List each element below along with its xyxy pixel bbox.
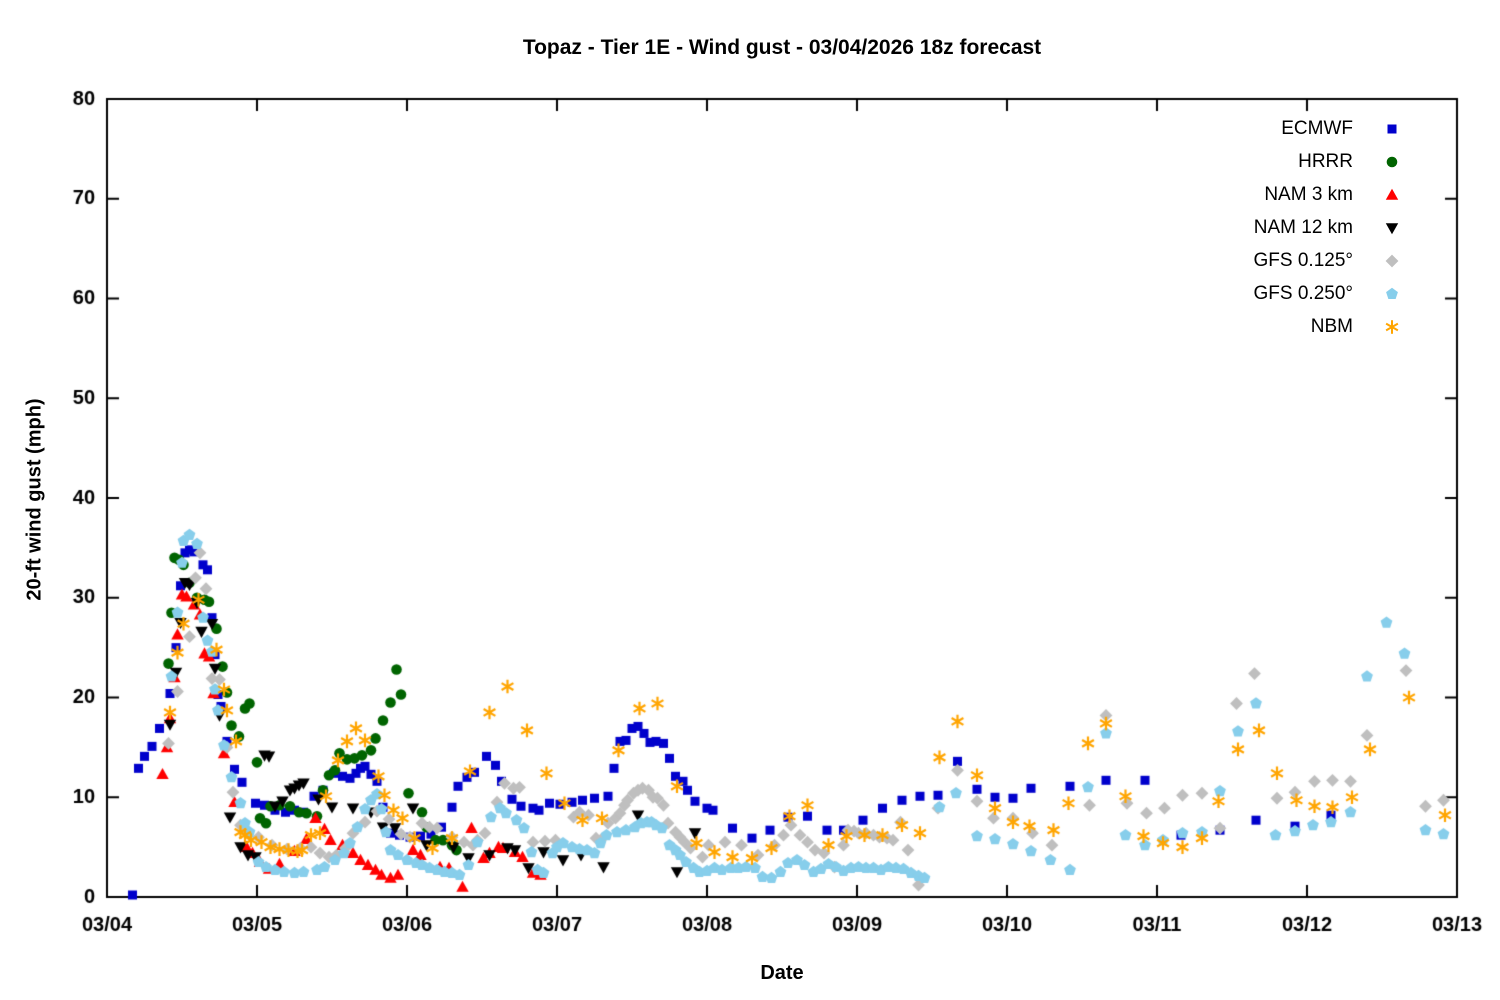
chart-title: Topaz - Tier 1E - Wind gust - 03/04/2026… (522, 36, 1042, 59)
y-axis-label: 20-ft wind gust (mph) (23, 398, 46, 601)
legend-label: GFS 0.250° (1253, 282, 1353, 304)
legend-item-hrrr: HRRR (1254, 145, 1401, 178)
square-marker-icon (1383, 120, 1401, 138)
pentagon-marker-icon (1383, 285, 1401, 303)
circle-marker-icon (1383, 153, 1401, 171)
legend: ECMWF HRRR NAM 3 km NAM 12 km GFS 0.125°… (1254, 112, 1401, 343)
legend-label: NBM (1310, 315, 1353, 337)
x-axis-label: Date (760, 962, 804, 984)
triangle-up-marker-icon (1383, 186, 1401, 204)
asterisk-marker-icon (1383, 318, 1401, 336)
legend-item-gfs-0250: GFS 0.250° (1254, 277, 1401, 310)
legend-item-nbm: NBM (1254, 310, 1401, 343)
legend-label: ECMWF (1281, 117, 1353, 139)
legend-item-ecmwf: ECMWF (1254, 112, 1401, 145)
legend-label: HRRR (1298, 150, 1353, 172)
diamond-marker-icon (1383, 252, 1401, 270)
legend-label: NAM 12 km (1253, 216, 1353, 238)
legend-item-nam-3km: NAM 3 km (1254, 178, 1401, 211)
legend-label: NAM 3 km (1264, 183, 1353, 205)
legend-item-gfs-0125: GFS 0.125° (1254, 244, 1401, 277)
triangle-down-marker-icon (1383, 219, 1401, 237)
legend-label: GFS 0.125° (1253, 249, 1353, 271)
legend-item-nam-12km: NAM 12 km (1254, 211, 1401, 244)
